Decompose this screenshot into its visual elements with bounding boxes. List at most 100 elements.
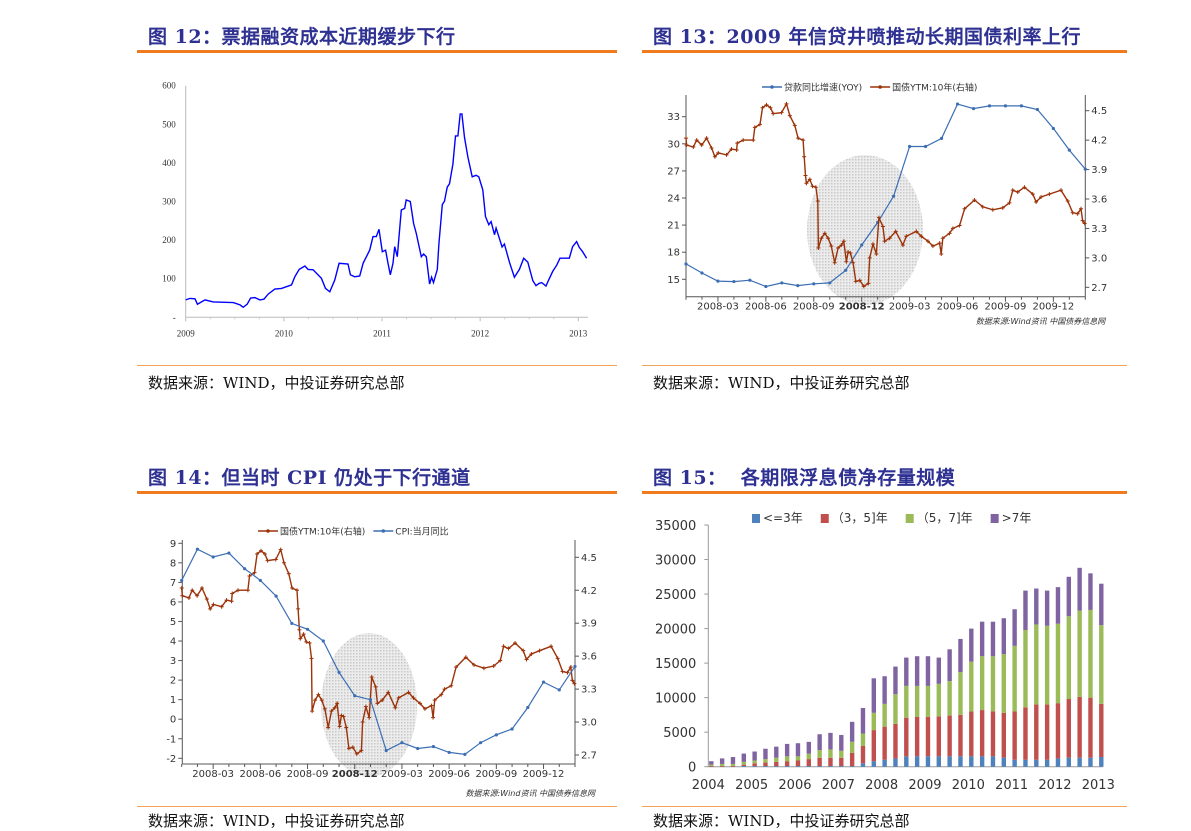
left-tick-label: 33 [667,112,680,123]
series-line-left [685,103,1086,288]
bar-segment [947,756,952,767]
y-tick-label: 500 [162,119,176,129]
bar-segment [860,745,866,764]
figure-12-title: 图 12：票据融资成本近期缓步下行 [148,26,456,48]
data-point [368,698,373,702]
data-point-ytm [549,644,554,649]
data-point-ytm [236,588,241,593]
data-point-ytm [939,251,944,256]
bar-segment [860,708,866,734]
data-point-ytm [513,640,518,645]
data-point-ytm [572,681,577,686]
data-point-ytm [346,746,351,751]
right-tick-label: 4.2 [1091,136,1107,147]
y-tick-label: - [173,312,176,322]
data-point [939,136,944,140]
legend-swatch [752,514,760,523]
data-point-ytm [286,571,291,576]
separator [137,365,617,366]
legend-marker [266,529,270,533]
bar-segment [817,766,822,767]
separator [642,806,1127,807]
data-point [716,279,720,283]
bar-segment [709,761,714,765]
data-point-ytm [815,198,820,203]
bar-segment [1055,703,1061,759]
bar-segment [925,656,931,686]
data-point-ytm [296,606,301,611]
bar-segment [904,657,909,686]
data-point [1083,167,1087,171]
data-point-ytm [846,249,851,254]
data-point [764,284,768,289]
bar-segment [882,676,887,704]
data-point-ytm [313,698,318,703]
x-tick-label: 2011 [995,778,1028,793]
data-point-ytm [180,593,185,598]
data-point-ytm [930,244,935,249]
data-point-ytm [337,724,342,729]
bar-segment [719,758,725,764]
data-point-ytm [454,665,459,670]
data-point-ytm [813,185,818,190]
data-point-ytm [524,657,529,662]
left-tick-label: 18 [667,248,680,259]
data-point-ytm [779,110,784,115]
data-point-ytm [341,714,346,719]
left-tick-label: 27 [667,166,680,177]
data-point [908,144,912,149]
bar-segment [795,760,801,767]
right-tick-label: 3.6 [581,652,597,663]
bar-segment [925,756,931,767]
data-point-ytm [925,239,930,244]
data-point-ytm [537,648,542,653]
data-point [1019,104,1024,108]
legend-swatch [905,514,914,523]
bar-segment [752,763,757,767]
left-tick-label: -2 [166,754,176,765]
y-tick-label: 300 [162,197,176,207]
bar-segment [1023,629,1028,708]
x-tick-label: 2009 [908,778,941,793]
x-tick-label: 2012 [471,328,489,338]
data-point [195,547,200,551]
bar-segment [1099,757,1104,767]
data-point-ytm [335,701,340,706]
bar-segment [936,683,941,717]
data-point [353,694,357,698]
left-tick-label: 0 [170,715,176,726]
bar-segment [741,764,746,767]
data-point-ytm [784,101,789,106]
bar-segment [947,715,952,757]
data-point-ytm [829,244,834,249]
x-tick-label: 2009-12 [1032,302,1074,313]
data-point [321,639,325,643]
data-point-ytm [322,706,327,711]
data-point-ytm [432,698,437,703]
x-tick-label: 2012 [1038,778,1071,793]
bar-segment [1023,759,1028,767]
source-note: 数据来源：WIND，中投证券研究总部 [148,374,405,392]
chart-floating-bond-stock: 0 5000 10000 15000 20000 25000 30000 35000 2004 2… [655,511,1115,793]
data-point-ytm [826,236,831,241]
data-point-ytm [278,547,283,552]
data-point-ytm [709,145,714,150]
series-line-left [181,548,576,756]
data-point [290,621,294,626]
y-tick-label: 0 [688,761,696,776]
data-point [243,567,247,571]
bar-segment [1099,625,1104,704]
bar-segment [882,703,887,727]
data-point-ytm [429,703,434,708]
bar-segment [828,757,833,767]
data-point [416,746,420,751]
bar-segment [936,716,941,757]
data-point [684,262,688,266]
left-tick-label: 6 [170,597,176,608]
bar-segment [914,685,920,717]
data-point-ytm [853,279,858,284]
data-point-ytm [319,698,324,703]
bar-segment [763,759,768,763]
bar-segment [849,766,855,767]
bar-segment [730,757,736,764]
